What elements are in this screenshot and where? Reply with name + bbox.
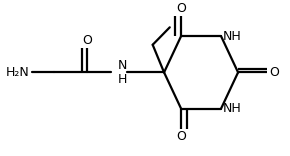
Text: O: O [82, 34, 92, 46]
Text: H₂N: H₂N [6, 66, 30, 79]
Text: O: O [176, 2, 186, 15]
Text: NH: NH [222, 29, 241, 43]
Text: H: H [118, 73, 128, 86]
Text: NH: NH [222, 102, 241, 115]
Text: O: O [269, 66, 279, 79]
Text: O: O [176, 130, 186, 143]
Text: N: N [118, 59, 128, 72]
